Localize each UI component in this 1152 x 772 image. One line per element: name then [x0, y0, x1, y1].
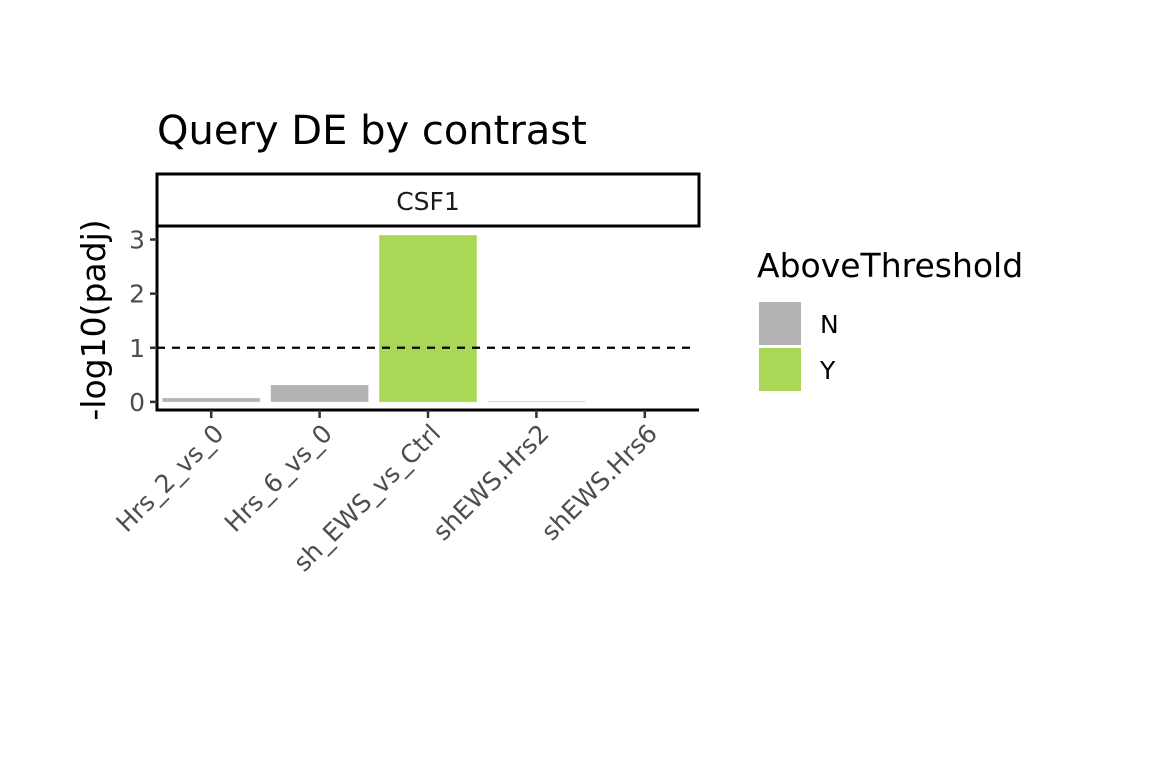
- y-ticks: 0 1 2 3: [129, 226, 157, 417]
- x-tick-label: shEWS.Hrs6: [536, 419, 663, 546]
- y-tick-label: 0: [129, 388, 145, 417]
- x-ticks: Hrs_2_vs_0Hrs_6_vs_0sh_EWS_vs_CtrlshEWS.…: [110, 410, 663, 577]
- facet-strip-box: [155, 172, 701, 228]
- bar-shEWS.Hrs2: [487, 401, 586, 402]
- legend-title: AboveThreshold: [757, 246, 1023, 285]
- x-tick-label: Hrs_6_vs_0: [219, 419, 338, 538]
- legend-label-Y: Y: [819, 356, 836, 385]
- x-tick-label: Hrs_2_vs_0: [110, 419, 229, 538]
- y-tick-label: 3: [129, 226, 145, 255]
- bar-sh_EWS_vs_Ctrl: [379, 235, 477, 402]
- legend-key-Y: [759, 348, 801, 391]
- legend: AboveThreshold NY: [757, 246, 1023, 391]
- x-tick-label: shEWS.Hrs2: [427, 419, 554, 546]
- bar-Hrs_6_vs_0: [270, 385, 369, 402]
- legend-label-N: N: [820, 310, 839, 339]
- facet-strip: CSF1: [155, 172, 701, 228]
- legend-key-N: [759, 302, 801, 345]
- chart-title: Query DE by contrast: [157, 108, 587, 154]
- legend-entries: NY: [759, 302, 839, 391]
- y-axis-title: -log10(padj): [74, 219, 113, 420]
- facet-strip-label: CSF1: [396, 187, 460, 216]
- bar-Hrs_2_vs_0: [162, 398, 260, 402]
- bars: [162, 235, 586, 402]
- y-tick-label: 2: [129, 280, 145, 309]
- y-tick-label: 1: [129, 334, 145, 363]
